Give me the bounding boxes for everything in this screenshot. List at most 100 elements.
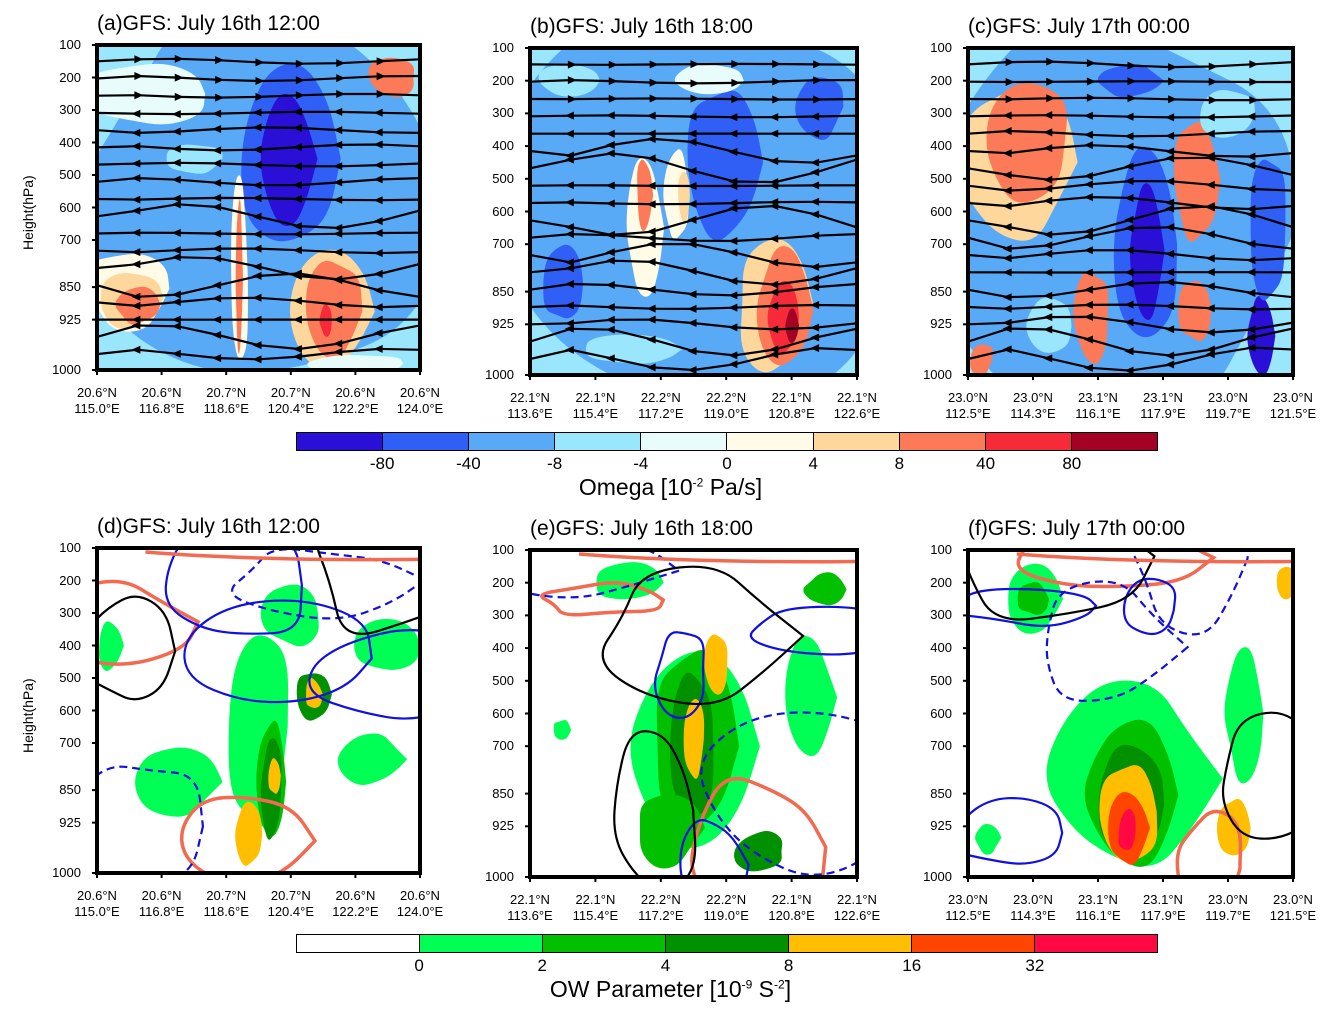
x-tick-lat: 23.0°N — [1208, 892, 1248, 907]
colorbar-title-part: Omega [10 — [578, 474, 693, 500]
streamline-arrow — [373, 269, 383, 278]
streamline-arrow — [1124, 142, 1134, 151]
contour-black — [316, 548, 420, 635]
streamline-arrow — [687, 129, 697, 138]
colorbar-tick-label: 32 — [1025, 956, 1045, 975]
colorbar-swatch — [420, 935, 543, 952]
y-tick-label: 100 — [59, 37, 81, 52]
streamline-arrow — [646, 129, 656, 138]
plot-b — [525, 46, 859, 380]
panel-title-e: (e)GFS: July 16th 18:00 — [530, 517, 753, 540]
streamline-arrow — [373, 329, 383, 338]
streamline-arrow — [687, 138, 697, 147]
x-tick-lon: 113.6°E — [507, 908, 553, 923]
colorbar-swatch — [297, 433, 384, 450]
y-tick-label: 700 — [59, 735, 81, 750]
y-tick-label: 925 — [492, 818, 514, 834]
streamline-arrow — [1124, 366, 1134, 375]
y-tick-label: 1000 — [485, 367, 514, 382]
streamline-arrow — [1205, 282, 1215, 291]
streamline-arrow — [373, 140, 383, 149]
x-tick-lon: 112.5°E — [945, 908, 991, 923]
x-tick-lat: 22.1°N — [837, 390, 877, 405]
streamline-arrow — [1165, 223, 1175, 232]
x-tick-lon: 122.6°E — [833, 406, 881, 421]
y-tick-label: 200 — [492, 72, 514, 88]
streamline-arrow — [731, 78, 741, 87]
y-tick-label: 100 — [930, 542, 952, 557]
streamline-arrow — [769, 280, 779, 289]
y-tick-label: 200 — [930, 574, 952, 590]
streamline-arrow — [131, 301, 141, 310]
streamline-arrow — [252, 160, 262, 169]
ow-shade-7 — [235, 801, 263, 866]
streamline-arrow — [772, 60, 782, 69]
x-tick-lon: 116.1°E — [1075, 406, 1121, 421]
x-tick-lon: 117.9°E — [1140, 406, 1186, 421]
streamline-arrow — [728, 323, 738, 332]
streamline-arrow — [769, 234, 779, 243]
streamline-arrow — [1046, 94, 1056, 103]
streamline-arrow — [1124, 215, 1134, 224]
streamline-arrow — [1124, 268, 1134, 277]
streamline-arrow — [1124, 224, 1134, 233]
omega-shade-12 — [235, 199, 243, 354]
streamline-arrow — [252, 315, 262, 324]
streamline-arrow — [131, 292, 141, 301]
y-tick-label: 400 — [59, 637, 81, 653]
x-tick-label: 23.0°N 119.7°E — [1188, 892, 1268, 924]
x-tick-lat: 22.2°N — [640, 892, 681, 907]
streamline-arrow — [292, 315, 302, 324]
x-tick-lat: 22.2°N — [640, 390, 681, 405]
y-tick-label: 300 — [492, 105, 514, 121]
colorbar-tick-label: -80 — [369, 454, 395, 473]
y-tick-label: 500 — [59, 670, 81, 685]
streamline-arrow — [769, 157, 779, 166]
streamline-arrow — [171, 127, 181, 136]
colorbar-swatch — [555, 433, 642, 450]
x-tick-lat: 22.2°N — [706, 892, 747, 907]
streamline-arrow — [252, 244, 262, 253]
streamline-arrow — [171, 175, 181, 184]
streamline-arrow — [252, 123, 262, 132]
streamline-arrow — [810, 344, 820, 353]
x-tick-lon: 116.8°E — [138, 904, 185, 919]
streamline-arrow — [769, 345, 779, 354]
contour-blue-solid — [968, 587, 1098, 627]
streamline-arrow — [1246, 256, 1256, 265]
contour-blue-dashed — [1045, 580, 1190, 702]
streamline-arrow — [564, 111, 574, 120]
streamline-arrow — [255, 92, 265, 101]
streamline-arrow — [336, 74, 346, 83]
panel-title-c: (c)GFS: July 17th 00:00 — [968, 15, 1190, 38]
streamline-arrow — [564, 258, 574, 267]
omega-shade-12 — [970, 344, 993, 375]
colorbar-title-part: S — [752, 976, 775, 1002]
streamline-arrow — [1043, 313, 1053, 322]
streamline-arrow — [292, 345, 302, 354]
streamline-arrow — [1124, 177, 1134, 186]
streamline-arrow — [131, 228, 141, 237]
streamline-arrow — [292, 162, 302, 171]
contour-blue-solid — [968, 797, 1064, 865]
y-tick-label: 850 — [492, 785, 514, 801]
y-tick-label: 400 — [59, 134, 81, 150]
x-tick-label: 20.6°N 124.0°E — [380, 888, 460, 920]
streamline-arrow — [1083, 268, 1093, 277]
streamline-arrow — [690, 60, 700, 69]
y-tick-label: 1000 — [52, 362, 81, 377]
streamline-arrow — [295, 59, 305, 68]
streamline-arrow — [1002, 149, 1012, 158]
x-tick-label: 22.1°N 113.6°E — [490, 390, 570, 422]
streamline-arrow — [605, 149, 615, 158]
omega-shade-3 — [637, 159, 654, 232]
y-tick-label: 1000 — [485, 869, 514, 884]
streamline-arrow — [212, 178, 222, 187]
x-tick-lon: 119.0°E — [703, 406, 749, 421]
ow-shade-9 — [803, 572, 847, 606]
streamline-arrow — [1083, 193, 1093, 202]
streamline-arrow — [212, 244, 222, 253]
streamline-arrow — [215, 75, 225, 84]
streamline-arrow — [608, 77, 618, 86]
streamline-arrow — [333, 315, 343, 324]
